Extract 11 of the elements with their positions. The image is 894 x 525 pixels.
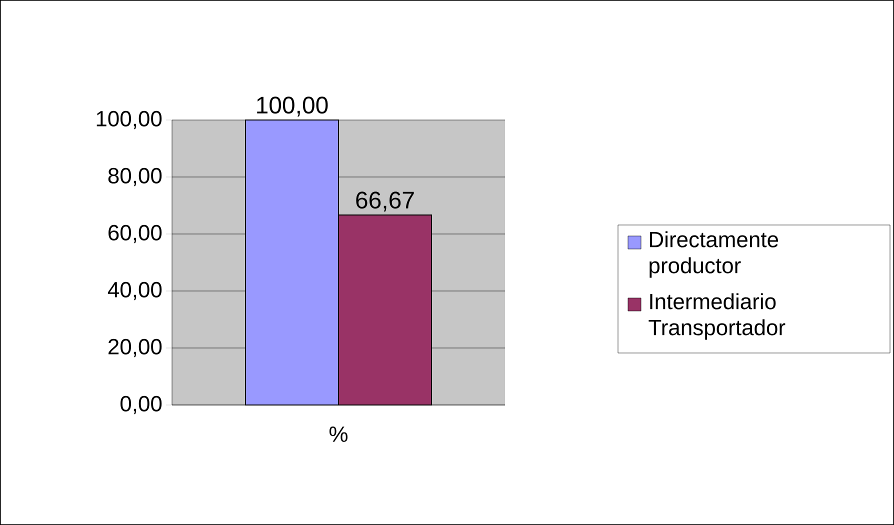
legend-label: Directamente productor: [650, 231, 778, 278]
y-tick-label: 100,00: [96, 110, 162, 130]
data-label: 100,00: [257, 96, 328, 116]
y-tick-label: 60,00: [108, 224, 162, 244]
y-tick-label: 0,00: [120, 396, 162, 414]
data-label: 66,67: [356, 192, 414, 212]
legend-label: Intermediario Transportador: [648, 293, 786, 340]
y-tick-label: 80,00: [108, 168, 162, 186]
x-tick-label: %: [330, 426, 348, 442]
y-tick-label: 40,00: [108, 282, 162, 300]
y-tick-label: 20,00: [108, 338, 162, 358]
